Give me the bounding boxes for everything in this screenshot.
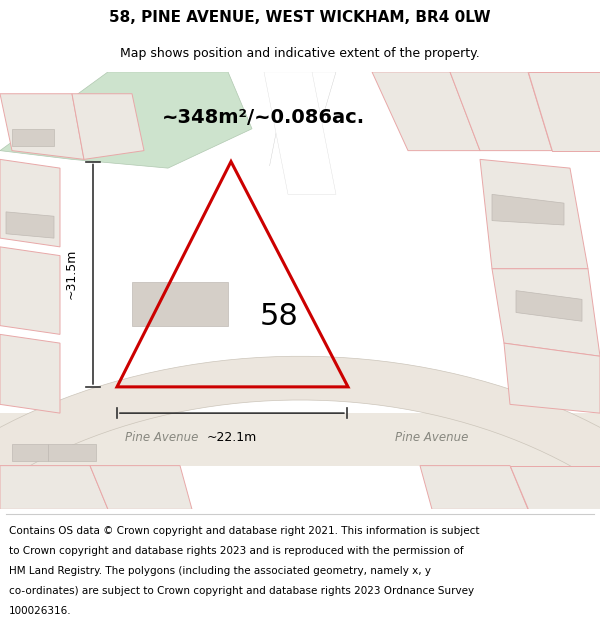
Polygon shape [528, 72, 600, 151]
Text: co-ordinates) are subject to Crown copyright and database rights 2023 Ordnance S: co-ordinates) are subject to Crown copyr… [9, 586, 474, 596]
Text: ~31.5m: ~31.5m [65, 249, 78, 299]
Polygon shape [450, 72, 552, 151]
Polygon shape [0, 466, 108, 509]
Polygon shape [510, 466, 600, 509]
Polygon shape [72, 94, 144, 159]
Polygon shape [480, 159, 588, 269]
Text: Pine Avenue: Pine Avenue [395, 431, 469, 444]
Polygon shape [60, 159, 480, 444]
Polygon shape [0, 72, 252, 168]
Polygon shape [516, 291, 582, 321]
Polygon shape [264, 72, 336, 194]
Text: 58, PINE AVENUE, WEST WICKHAM, BR4 0LW: 58, PINE AVENUE, WEST WICKHAM, BR4 0LW [109, 11, 491, 26]
Polygon shape [0, 356, 600, 625]
Polygon shape [48, 444, 96, 461]
Polygon shape [492, 269, 600, 356]
Text: ~348m²/~0.086ac.: ~348m²/~0.086ac. [162, 108, 365, 127]
Text: Pine Avenue: Pine Avenue [125, 431, 199, 444]
Text: ~22.1m: ~22.1m [207, 431, 257, 444]
Text: Map shows position and indicative extent of the property.: Map shows position and indicative extent… [120, 48, 480, 61]
Polygon shape [6, 212, 54, 238]
Polygon shape [420, 466, 528, 509]
Polygon shape [0, 94, 84, 159]
Polygon shape [0, 159, 60, 247]
Polygon shape [0, 413, 600, 466]
Text: 100026316.: 100026316. [9, 606, 71, 616]
Polygon shape [12, 444, 48, 461]
Polygon shape [504, 343, 600, 413]
Text: to Crown copyright and database rights 2023 and is reproduced with the permissio: to Crown copyright and database rights 2… [9, 546, 464, 556]
Text: HM Land Registry. The polygons (including the associated geometry, namely x, y: HM Land Registry. The polygons (includin… [9, 566, 431, 576]
Polygon shape [0, 334, 60, 413]
Polygon shape [132, 282, 228, 326]
Polygon shape [372, 72, 480, 151]
Text: 58: 58 [260, 302, 298, 331]
Text: Contains OS data © Crown copyright and database right 2021. This information is : Contains OS data © Crown copyright and d… [9, 526, 479, 536]
Polygon shape [12, 129, 54, 146]
Polygon shape [264, 72, 336, 194]
Polygon shape [90, 466, 192, 509]
Polygon shape [0, 247, 60, 334]
Polygon shape [492, 194, 564, 225]
